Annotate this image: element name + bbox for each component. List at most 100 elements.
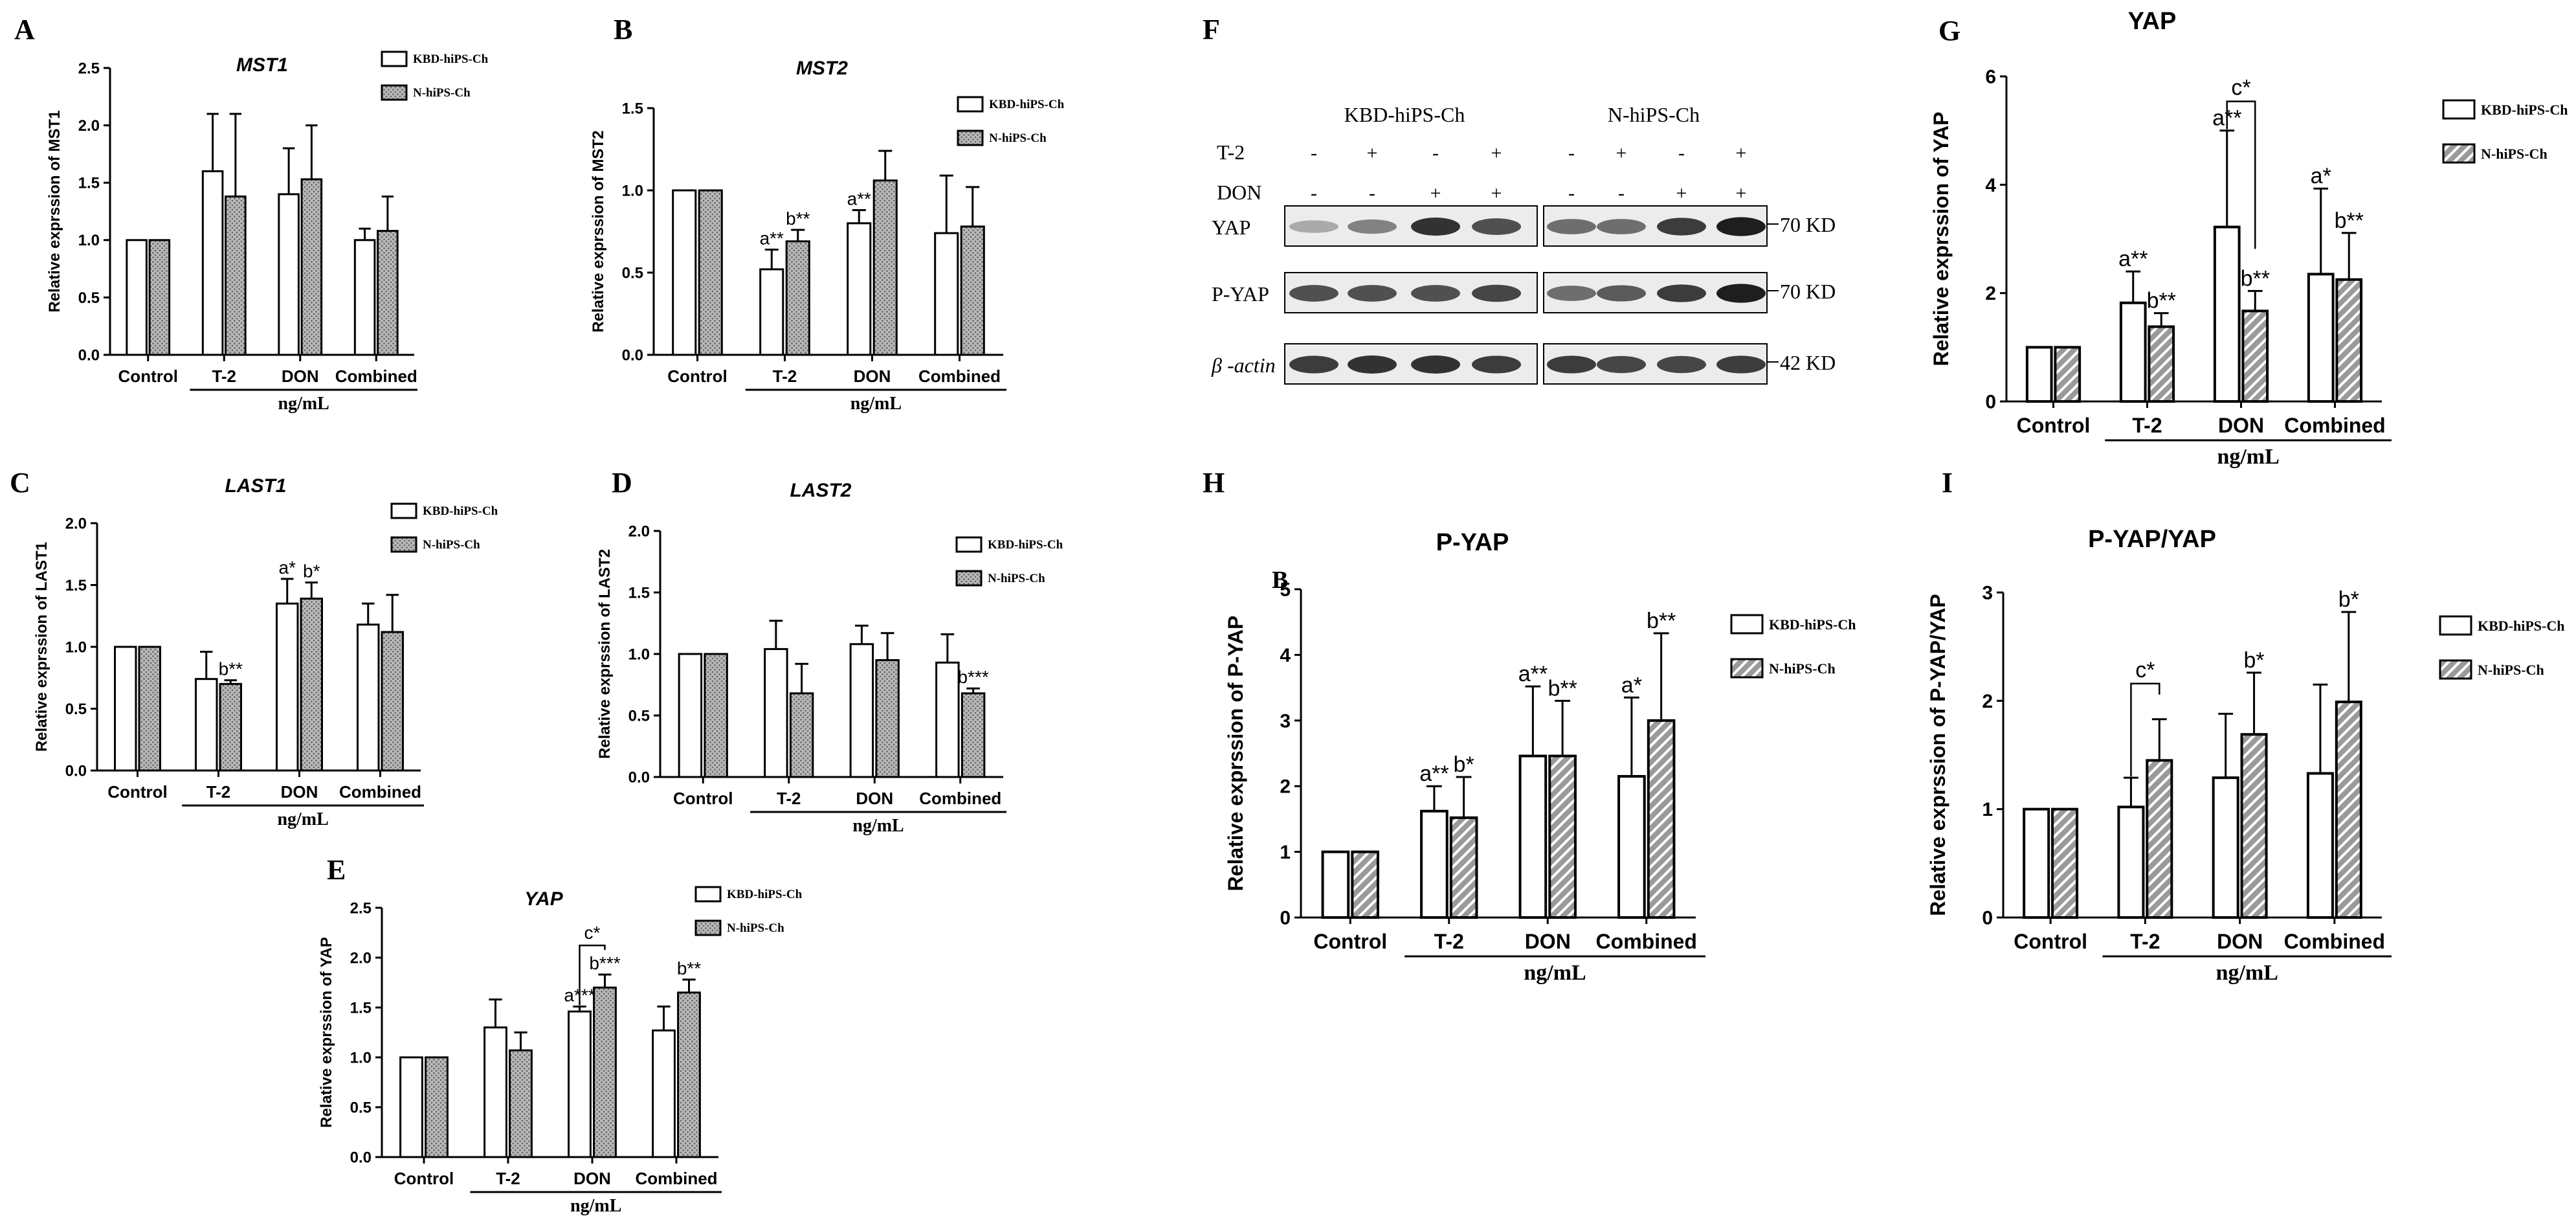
- bar-n-2: [875, 659, 900, 778]
- bar-kbd-2: [276, 602, 299, 772]
- chart-title: P-YAP: [1436, 529, 1509, 556]
- protein-band: [1716, 284, 1766, 303]
- size-marker-label: 70 KD: [1780, 213, 1836, 236]
- bar-kbd-2: [847, 222, 872, 356]
- protein-band: [1657, 355, 1706, 374]
- x-tick-label: Combined: [918, 366, 1001, 386]
- y-tick-label: 1.5: [350, 999, 372, 1017]
- chart-H: H P-YAP B 0 1 2 3 4 5 Relative exprssion of P-YAP…: [1203, 467, 1856, 985]
- protein-band: [1348, 219, 1397, 234]
- legend-swatch: [2442, 99, 2476, 120]
- bracket-label: c*: [2231, 76, 2250, 100]
- y-tick-label: 6: [1985, 67, 1996, 88]
- panel-letter: D: [612, 467, 632, 499]
- treatment-sign: -: [1568, 183, 1575, 204]
- panel-letter: I: [1942, 467, 1953, 499]
- x-tick-label: T-2: [1434, 930, 1464, 953]
- panel-letter: B: [614, 14, 632, 45]
- bar-kbd-1: [2119, 301, 2147, 403]
- y-tick-label: 0: [1280, 908, 1291, 929]
- treatment-sign: -: [1678, 142, 1685, 164]
- y-axis-label: Relative exprssion of MST2: [590, 130, 607, 332]
- y-tick-label: 0.0: [78, 346, 100, 364]
- legend-label: KBD-hiPS-Ch: [423, 504, 498, 518]
- protein-band: [1597, 219, 1646, 234]
- y-tick-label: 5: [1280, 580, 1291, 601]
- bar-n-1: [785, 240, 810, 356]
- legend-swatch: [381, 84, 408, 101]
- legend-label: N-hiPS-Ch: [423, 538, 480, 552]
- significance-label: b**: [2241, 266, 2270, 291]
- legend-swatch: [2439, 659, 2472, 680]
- y-tick-label: 2: [1982, 691, 1993, 712]
- y-tick-label: 0.5: [78, 289, 100, 307]
- x-tick-label: Combined: [2284, 930, 2385, 953]
- protein-band: [1411, 355, 1460, 374]
- legend-label: KBD-hiPS-Ch: [2478, 618, 2564, 634]
- bar-kbd-0: [126, 239, 148, 356]
- bar-n-3: [2335, 701, 2362, 919]
- chart-B: B MST2 0.0 0.5 1.0 1.5 Relative exprssion of M…: [590, 14, 1065, 414]
- x-tick-label: T-2: [206, 782, 231, 802]
- bar-kbd-0: [672, 189, 697, 356]
- treatment-sign: -: [1369, 183, 1375, 204]
- bar-kbd-1: [483, 1026, 507, 1158]
- panel-letter: G: [1938, 15, 1960, 47]
- bar-n-0: [698, 189, 723, 356]
- x-tick-label: Control: [673, 789, 733, 808]
- chart-C: C LAST1 0.0 0.5 1.0 1.5 2.0 Relative exprssion …: [10, 467, 498, 829]
- blot-row-label: YAP: [1212, 216, 1250, 239]
- protein-band: [1472, 284, 1521, 302]
- legend-swatch: [694, 919, 722, 936]
- protein-band: [1289, 285, 1338, 302]
- x-tick-label: DON: [281, 782, 318, 802]
- bar-kbd-0: [399, 1056, 423, 1158]
- x-tick-label: T-2: [496, 1169, 520, 1188]
- panel-letter: A: [14, 14, 35, 45]
- bar-kbd-0: [2023, 807, 2050, 919]
- bar-n-3: [381, 631, 404, 772]
- legend-label: N-hiPS-Ch: [727, 921, 784, 935]
- x-tick-label: Combined: [339, 782, 421, 802]
- y-tick-label: 2.5: [78, 60, 100, 77]
- bar-n-0: [425, 1056, 449, 1158]
- treatment-sign: -: [1311, 142, 1317, 164]
- bar-n-0: [2051, 807, 2079, 919]
- legend-swatch: [2442, 143, 2476, 164]
- comparison-bracket: [579, 944, 606, 1006]
- treatment-label: DON: [1217, 181, 1261, 204]
- x-tick-label: Control: [2014, 930, 2087, 953]
- significance-label: b***: [957, 667, 988, 687]
- significance-label: a*: [279, 557, 296, 578]
- bar-n-3: [960, 225, 985, 356]
- treatment-sign: +: [1676, 183, 1687, 204]
- x-group-label: ng/mL: [278, 394, 329, 414]
- y-tick-label: 1.0: [622, 182, 643, 199]
- x-tick-label: Control: [118, 366, 178, 386]
- protein-band: [1547, 286, 1596, 301]
- bar-n-2: [2240, 733, 2268, 919]
- legend-label: KBD-hiPS-Ch: [989, 98, 1065, 111]
- x-tick-label: Control: [107, 782, 167, 802]
- protein-band: [1411, 218, 1460, 236]
- treatment-sign: +: [1491, 183, 1502, 204]
- bar-n-3: [1647, 719, 1676, 919]
- significance-label: b**: [219, 659, 243, 679]
- y-tick-label: 1.0: [350, 1049, 372, 1066]
- significance-label: a**: [2118, 247, 2148, 271]
- comparison-bracket: [2130, 682, 2160, 777]
- comparison-bracket: [2226, 100, 2256, 249]
- bar-kbd-2: [278, 193, 300, 356]
- x-tick-label: DON: [282, 366, 319, 386]
- bar-n-2: [300, 178, 323, 356]
- treatment-sign: -: [1311, 183, 1317, 204]
- bar-n-0: [1351, 850, 1379, 919]
- bar-n-2: [1548, 754, 1577, 919]
- bar-n-0: [148, 239, 171, 356]
- protein-band: [1547, 219, 1596, 234]
- legend-swatch: [390, 502, 417, 519]
- protein-band: [1348, 355, 1397, 374]
- significance-label: a*: [1621, 673, 1642, 697]
- bracket-label: c*: [2135, 658, 2155, 682]
- y-axis-label: Relative exprssion of YAP: [1929, 111, 1953, 366]
